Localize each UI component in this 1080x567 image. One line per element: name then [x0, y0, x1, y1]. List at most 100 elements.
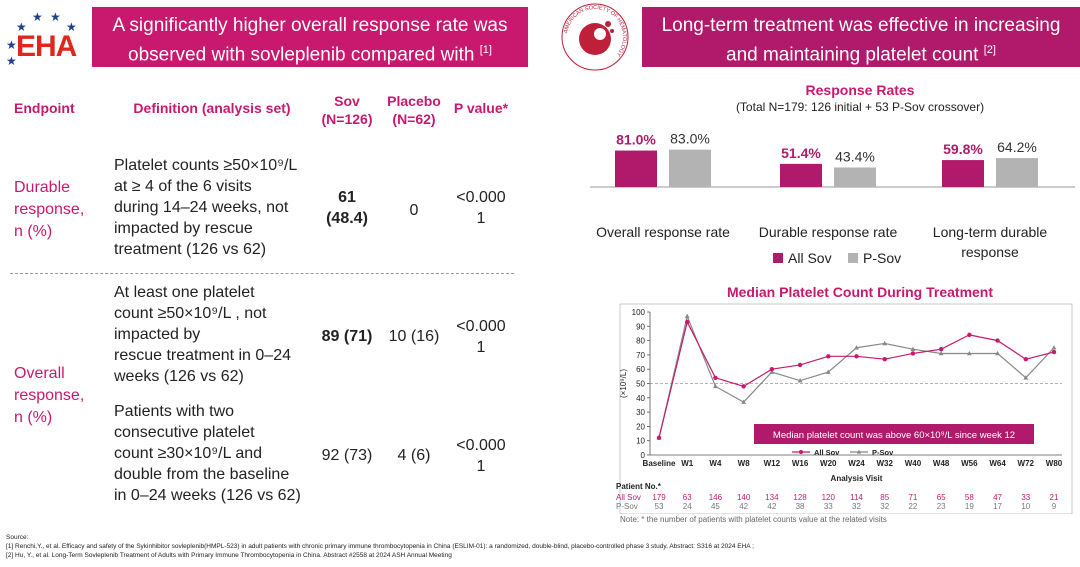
x-tick-label: W64	[989, 459, 1006, 468]
x-tick-label: W8	[738, 459, 751, 468]
patients-all-sov-value: 63	[683, 493, 692, 502]
y-tick-label: 80	[636, 337, 645, 346]
point-p-sov	[825, 369, 831, 374]
source-ref-2: [2] Hu, Y., et al. Long-Term Sovleplenib…	[6, 552, 452, 559]
point-all-sov	[1023, 356, 1028, 362]
star-icon: ★	[32, 10, 43, 24]
placebo-overall-2: 4 (6)	[397, 447, 431, 464]
patients-p-sov-label: P-Sov	[616, 502, 638, 511]
line-chart-title: Median Platelet Count During Treatment	[726, 284, 994, 300]
right-title-line2: and maintaining platelet count	[726, 44, 979, 66]
x-tick-label: W1	[681, 459, 694, 468]
patients-p-sov-value: 38	[796, 502, 805, 511]
legend-swatch-1	[848, 253, 858, 263]
x-tick-label: W32	[876, 459, 893, 468]
patients-all-sov-value: 114	[850, 493, 863, 502]
bar-label-all-sov-2: 59.8%	[943, 141, 983, 157]
bar-all-sov-2	[942, 160, 984, 187]
point-p-sov	[1023, 375, 1029, 380]
point-p-sov	[713, 383, 718, 389]
sov-durable: 61 (48.4)	[326, 189, 368, 227]
annotation-text: Median platelet count was above 60×10⁹/L…	[773, 430, 1015, 441]
right-title-ref: [2]	[983, 44, 996, 56]
point-p-sov	[684, 313, 690, 319]
bar-category-label-0: Overall response rate	[596, 224, 730, 240]
x-tick-label: W20	[820, 459, 837, 468]
source-ref-1: [1] Renchi,Y., et al. Efficacy and safet…	[6, 543, 754, 550]
y-axis-label: (×10⁹/L)	[619, 369, 628, 398]
placebo-overall-1: 10 (16)	[388, 328, 440, 345]
patients-p-sov-value: 33	[824, 502, 833, 511]
y-tick-label: 10	[636, 437, 645, 446]
legend-label-1: P-Sov	[863, 250, 901, 266]
placebo-durable: 0	[409, 202, 419, 219]
endpoint-durable: Durable response, n (%)	[14, 179, 85, 240]
point-all-sov	[854, 354, 859, 359]
endpoint-overall: Overall response, n (%)	[14, 365, 85, 426]
pvalue-overall-2: <0.000 1	[456, 437, 506, 475]
legend-label-all-sov: All Sov	[814, 448, 840, 457]
patients-all-sov-value: 85	[880, 493, 889, 502]
patients-p-sov-value: 17	[993, 502, 1002, 511]
x-tick-label: W48	[933, 459, 950, 468]
bar-label-p-sov-0: 83.0%	[670, 131, 710, 147]
legend-label-0: All Sov	[788, 250, 832, 266]
point-p-sov	[854, 345, 859, 350]
patients-p-sov-value: 10	[1021, 502, 1030, 511]
patients-all-sov-value: 146	[709, 493, 723, 502]
point-all-sov	[967, 332, 972, 338]
x-tick-label: W12	[764, 459, 781, 468]
pvalue-overall-1: <0.000 1	[456, 318, 506, 356]
bar-label-all-sov-0: 81.0%	[616, 132, 656, 148]
point-all-sov	[1051, 349, 1057, 355]
star-icon: ★	[6, 38, 17, 52]
point-all-sov	[910, 351, 916, 356]
patients-p-sov-value: 45	[711, 502, 720, 511]
star-icon: ★	[66, 20, 77, 34]
right-title-line1: Long-term treatment was effective in inc…	[661, 15, 1061, 36]
header-pvalue: P value*	[453, 100, 509, 116]
definition-overall-2: Patients with two consecutive platelet c…	[114, 403, 301, 504]
point-all-sov	[826, 354, 831, 359]
point-all-sov	[938, 346, 944, 352]
bar-category-label-1: Durable response rate	[759, 224, 898, 240]
point-all-sov	[713, 375, 718, 380]
patients-p-sov-value: 32	[880, 502, 889, 511]
x-tick-label: W24	[848, 459, 865, 468]
patients-all-sov-value: 179	[652, 493, 666, 502]
x-tick-label: W4	[709, 459, 722, 468]
bar-p-sov-2	[996, 158, 1038, 187]
point-all-sov	[741, 384, 746, 389]
y-tick-label: 60	[636, 365, 645, 374]
x-tick-label: W80	[1046, 459, 1063, 468]
left-title-line1: A significantly higher overall response …	[112, 15, 508, 36]
y-tick-label: 50	[636, 380, 645, 389]
eha-logo: ★ ★ ★ ★ ★ ★ EHA	[6, 8, 90, 68]
x-tick-label: Baseline	[643, 459, 676, 468]
ash-logo: AMERICAN SOCIETY OF HEMATOLOGY	[560, 2, 630, 72]
patients-all-sov-value: 65	[937, 493, 946, 502]
source-label: Source:	[6, 534, 29, 541]
legend-swatch-0	[773, 253, 783, 263]
annotation-box	[754, 424, 1034, 444]
pvalue-durable: <0.000 1	[456, 189, 506, 227]
series-line-all-sov	[658, 320, 1055, 438]
left-title-banner: A significantly higher overall response …	[92, 7, 528, 67]
y-tick-label: 20	[636, 422, 645, 431]
patients-p-sov-value: 24	[683, 502, 692, 511]
bar-category-label-2: response	[961, 244, 1019, 260]
patients-all-sov-value: 21	[1050, 493, 1059, 502]
bar-all-sov-0	[615, 150, 657, 187]
point-p-sov	[910, 346, 916, 351]
left-title-line2: observed with sovleplenib compared with	[128, 44, 475, 66]
bar-all-sov-1	[780, 163, 822, 187]
star-icon: ★	[16, 20, 27, 34]
header-placebo: Placebo (N=62)	[387, 93, 441, 127]
patients-p-sov-value: 23	[937, 502, 946, 511]
patients-p-sov-value: 53	[655, 502, 664, 511]
line-chart-frame	[619, 303, 1073, 514]
patients-all-sov-value: 140	[737, 493, 751, 502]
point-p-sov	[1051, 345, 1057, 350]
y-tick-label: 90	[636, 322, 645, 331]
bar-label-p-sov-2: 64.2%	[997, 139, 1037, 155]
